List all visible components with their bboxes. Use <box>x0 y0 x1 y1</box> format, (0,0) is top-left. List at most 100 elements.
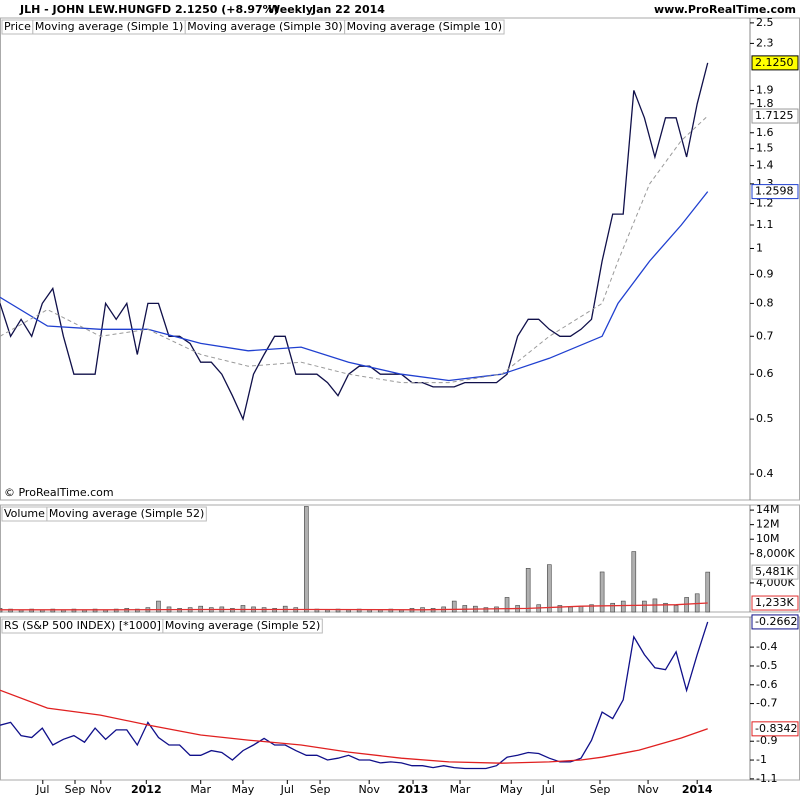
series-line <box>0 602 708 611</box>
badge-label: 1,233K <box>755 596 794 609</box>
volume-bar <box>557 605 563 613</box>
x-tick-label: Mar <box>450 783 471 796</box>
legend-entry: Moving average (Simple 1) <box>35 20 183 33</box>
period: Weekly <box>268 3 313 16</box>
legend-entry: Price <box>4 20 31 33</box>
volume-bar <box>272 608 277 613</box>
y-tick-label: 1.6 <box>756 126 774 139</box>
y-tick-label: -1 <box>756 753 767 766</box>
badge-label: 2.1250 <box>755 56 794 69</box>
x-tick-label: 2012 <box>131 783 162 796</box>
legend-entry: Volume <box>4 507 45 520</box>
legend-box <box>162 618 323 634</box>
volume-bar <box>620 600 626 613</box>
y-tick-label: 1.1 <box>756 218 774 231</box>
volume-bar <box>599 571 605 613</box>
badge-label: 5,481K <box>755 565 794 578</box>
x-tick-label: 2014 <box>682 783 713 796</box>
x-tick-label: 2013 <box>398 783 429 796</box>
y-tick-label: 0.5 <box>756 412 774 425</box>
volume-bar <box>156 600 161 613</box>
volume-bar <box>240 605 246 613</box>
volume-bar <box>663 602 668 613</box>
y-tick-label: 0.8 <box>756 296 774 309</box>
x-tick-label: Jul <box>541 783 555 796</box>
y-tick-label: 1.9 <box>756 83 774 96</box>
x-tick-label: Nov <box>637 783 659 796</box>
volume-bar <box>504 597 510 613</box>
site: www.ProRealTime.com <box>654 3 796 16</box>
volume-bar <box>71 608 77 613</box>
badge-box <box>751 55 799 71</box>
volume-bar <box>230 608 235 613</box>
volume-bar <box>631 551 637 613</box>
volume-bar <box>589 604 594 613</box>
x-tick-label: Nov <box>358 783 380 796</box>
legend-entry: RS (S&P 500 INDEX) [*1000] <box>4 619 161 632</box>
x-tick-label: Sep <box>590 783 611 796</box>
series-line <box>0 621 709 770</box>
legend-box <box>344 19 505 35</box>
volume-bar <box>673 605 679 613</box>
badge-label: 1.2598 <box>755 185 794 198</box>
volume-bar <box>525 568 531 613</box>
y-tick-label: -0.4 <box>756 640 777 653</box>
badge-label: -0.8342 <box>755 722 797 735</box>
y-tick-label: 1.2 <box>756 197 774 210</box>
y-tick-label: 2.5 <box>756 16 774 29</box>
volume-bar <box>568 606 573 613</box>
volume-bar <box>578 605 584 613</box>
y-tick-label: -0.5 <box>756 659 777 672</box>
quote: 2.1250 (+8.97%) <box>175 3 279 16</box>
badge-box <box>751 108 799 124</box>
x-tick-label: Nov <box>90 783 112 796</box>
y-tick-label: 1.8 <box>756 97 774 110</box>
x-tick-label: Sep <box>65 783 86 796</box>
legend-entry: Moving average (Simple 10) <box>347 20 502 33</box>
volume-bar <box>304 506 309 613</box>
y-tick-label: 8,000K <box>756 547 795 560</box>
volume-bar <box>705 571 711 613</box>
symbol: JLH - JOHN LEW.HUNGFD <box>19 3 171 16</box>
volume-bar <box>610 602 615 613</box>
volume-bar <box>546 564 552 613</box>
y-tick-label: 14M <box>756 503 780 516</box>
y-tick-label: 1 <box>756 241 763 254</box>
volume-bar <box>92 608 98 613</box>
badge-box <box>751 184 799 200</box>
volume-bar <box>29 608 34 613</box>
x-tick-label: Jul <box>35 783 49 796</box>
volume-bar <box>483 607 489 613</box>
badge-box <box>751 721 799 737</box>
badge-label: 1.7125 <box>755 109 794 122</box>
y-tick-label: 1.5 <box>756 142 774 155</box>
y-tick-label: 0.6 <box>756 367 774 380</box>
series-line <box>0 62 709 422</box>
y-tick-label: -0.6 <box>756 678 777 691</box>
series-line <box>0 115 709 384</box>
y-tick-label: -1.1 <box>756 772 777 785</box>
y-tick-label: 0.4 <box>756 467 774 480</box>
y-tick-label: 10M <box>756 532 780 545</box>
y-tick-label: -0.7 <box>756 697 777 710</box>
legend-entry: Moving average (Simple 52) <box>165 619 320 632</box>
y-tick-label: 0.7 <box>756 329 774 342</box>
volume-bar <box>113 608 119 613</box>
x-tick-label: Mar <box>190 783 211 796</box>
copyright: © ProRealTime.com <box>4 486 114 499</box>
x-tick-label: May <box>500 783 523 796</box>
series-line <box>0 191 709 382</box>
badge-box <box>751 564 799 580</box>
legend-entry: Moving average (Simple 52) <box>49 507 204 520</box>
x-tick-label: Jul <box>280 783 294 796</box>
volume-bar <box>50 608 56 613</box>
date: Jan 22 2014 <box>311 3 385 16</box>
volume-bar <box>642 600 647 613</box>
y-tick-label: 2.3 <box>756 36 774 49</box>
x-tick-label: May <box>232 783 255 796</box>
badge-box <box>751 614 799 630</box>
y-tick-label: -0.9 <box>756 734 777 747</box>
